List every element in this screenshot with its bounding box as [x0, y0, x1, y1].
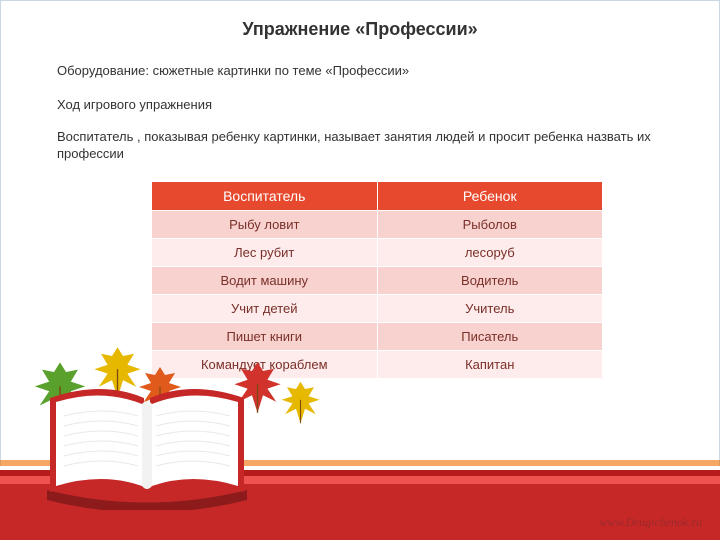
leaf-icon — [30, 360, 90, 420]
page-title: Упражнение «Профессии» — [1, 19, 719, 40]
cell-educator: Лес рубит — [152, 239, 378, 267]
cell-educator: Командует кораблем — [152, 351, 378, 379]
cell-educator: Пишет книги — [152, 323, 378, 351]
table-row: Пишет книгиПисатель — [152, 323, 603, 351]
footer-stripe-white — [0, 466, 720, 470]
open-book-icon — [42, 380, 252, 510]
footer-bar-main — [0, 484, 720, 540]
instruction-text: Воспитатель , показывая ребенку картинки… — [57, 129, 679, 163]
table-row: Рыбу ловитРыболов — [152, 211, 603, 239]
cell-child: лесоруб — [377, 239, 603, 267]
cell-child: Водитель — [377, 267, 603, 295]
equipment-text: Оборудование: сюжетные картинки по теме … — [57, 63, 679, 78]
table-row: Водит машинуВодитель — [152, 267, 603, 295]
table-row: Лес рубитлесоруб — [152, 239, 603, 267]
flow-heading: Ход игрового упражнения — [57, 97, 212, 112]
slide: Упражнение «Профессии» Оборудование: сюж… — [0, 0, 720, 540]
cell-child: Рыболов — [377, 211, 603, 239]
col-header-educator: Воспитатель — [152, 182, 378, 211]
professions-table: Воспитатель Ребенок Рыбу ловитРыболовЛес… — [151, 181, 603, 379]
leaf-icon — [90, 345, 145, 400]
cell-educator: Рыбу ловит — [152, 211, 378, 239]
table-header-row: Воспитатель Ребенок — [152, 182, 603, 211]
col-header-child: Ребенок — [377, 182, 603, 211]
footer-stripe-dark — [0, 470, 720, 476]
table-row: Учит детейУчитель — [152, 295, 603, 323]
cell-child: Капитан — [377, 351, 603, 379]
watermark-text: www.Drugichenok.ru — [600, 515, 702, 530]
cell-child: Писатель — [377, 323, 603, 351]
footer-decoration: www.Drugichenok.ru — [0, 370, 720, 540]
cell-child: Учитель — [377, 295, 603, 323]
cell-educator: Водит машину — [152, 267, 378, 295]
footer-stripe-orange — [0, 460, 720, 466]
table-row: Командует кораблемКапитан — [152, 351, 603, 379]
cell-educator: Учит детей — [152, 295, 378, 323]
footer-bar-light — [0, 476, 720, 484]
leaf-icon — [278, 380, 323, 425]
